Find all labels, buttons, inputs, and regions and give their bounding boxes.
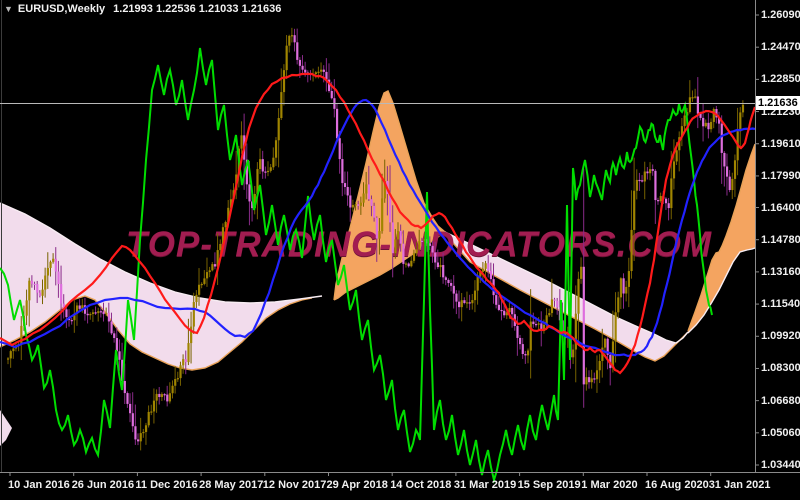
date-axis-label: 11 Dec 2016 bbox=[135, 479, 198, 491]
blue-ma-line bbox=[0, 98, 756, 358]
price-axis-label: 1.19610 bbox=[761, 137, 800, 150]
date-axis-label: 26 Jun 2016 bbox=[71, 479, 135, 491]
current-price-badge: 1.21636 bbox=[756, 96, 800, 110]
price-axis-label: 1.05060 bbox=[761, 426, 800, 439]
price-axis-label: 1.22850 bbox=[761, 73, 800, 86]
price-axis-label: 1.11540 bbox=[761, 298, 800, 311]
price-axis-label: 1.24470 bbox=[761, 41, 800, 54]
symbol-dropdown-icon[interactable]: ▼ bbox=[4, 4, 13, 14]
price-axis-label: 1.17990 bbox=[761, 169, 800, 182]
date-axis-label: 16 Aug 2020 bbox=[645, 479, 709, 491]
price-axis-label: 1.09920 bbox=[761, 330, 800, 343]
symbol-title: EURUSD,Weekly bbox=[17, 3, 106, 15]
red-ma-line bbox=[0, 72, 757, 375]
chart-title-bar: ▼ EURUSD,Weekly 1.21993 1.22536 1.21033 1.… bbox=[4, 3, 281, 15]
price-axis-label: 1.03440 bbox=[761, 459, 800, 471]
date-axis-label: 31 Jan 2021 bbox=[708, 479, 771, 491]
date-axis-label: 14 Oct 2018 bbox=[390, 479, 452, 491]
green-indicator-line bbox=[0, 47, 713, 484]
date-axis-label: 15 Sep 2019 bbox=[517, 479, 581, 491]
date-axis-label: 10 Jan 2016 bbox=[8, 479, 70, 491]
date-axis-label: 12 Nov 2017 bbox=[262, 479, 327, 491]
price-axis-label: 1.26090 bbox=[761, 9, 800, 21]
date-axis-label: 31 Mar 2019 bbox=[453, 479, 517, 491]
price-axis-label: 1.06680 bbox=[761, 394, 800, 407]
ohlc-values: 1.21993 1.22536 1.21033 1.21636 bbox=[113, 3, 282, 15]
price-axis-label: 1.14780 bbox=[761, 233, 800, 246]
date-axis-label: 28 May 2017 bbox=[199, 479, 264, 491]
date-axis-label: 1 Mar 2020 bbox=[581, 479, 638, 491]
date-axis-label: 29 Apr 2018 bbox=[326, 479, 388, 491]
candlesticks bbox=[7, 27, 745, 451]
price-axis-label: 1.16400 bbox=[761, 201, 800, 214]
price-axis-label: 1.08300 bbox=[761, 362, 800, 375]
price-axis-label: 1.13160 bbox=[761, 265, 800, 278]
